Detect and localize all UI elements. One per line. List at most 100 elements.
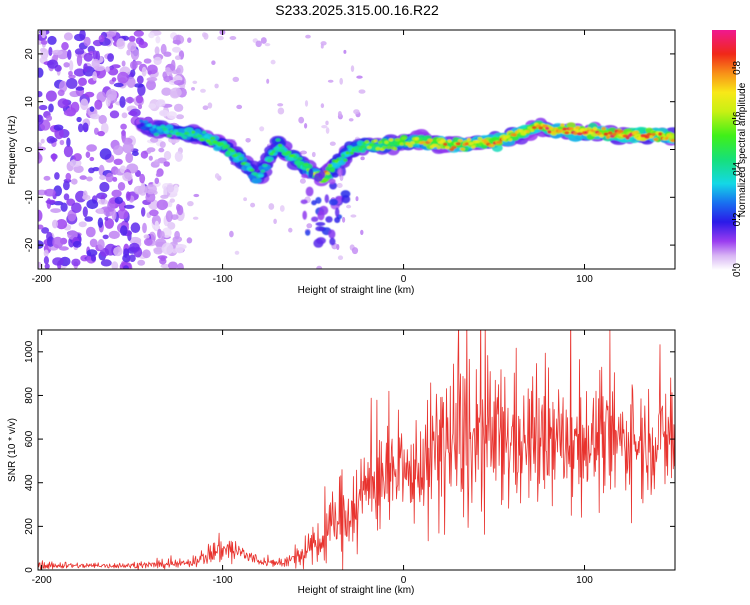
spectrogram-ridge-cell bbox=[279, 148, 285, 153]
spectrogram-noise-cell bbox=[145, 184, 157, 195]
spectrogram-noise-cell bbox=[122, 254, 131, 263]
spectrogram-noise-cell bbox=[143, 58, 152, 64]
spectrogram-noise-cell bbox=[360, 229, 364, 235]
spectrogram-noise-cell bbox=[68, 60, 74, 72]
spectrogram-ridge-cell bbox=[329, 169, 335, 173]
spectrogram-noise-cell bbox=[166, 111, 178, 119]
spectrogram-noise-cell bbox=[38, 209, 43, 222]
spectrogram-ridge-cell bbox=[366, 145, 372, 150]
spectrogram-noise-cell bbox=[360, 156, 365, 161]
spectrogram-ridge-cell bbox=[142, 120, 149, 124]
spectrogram-noise-cell bbox=[79, 175, 87, 180]
spectrogram-noise-cell bbox=[44, 263, 50, 269]
y-tick-label: 20 bbox=[24, 48, 35, 60]
colorbar-tick-label: 0.4 bbox=[732, 162, 743, 176]
spectrogram-noise-cell bbox=[154, 159, 161, 166]
spectrogram-ridge-cell bbox=[505, 134, 511, 139]
spectrogram-ridge-cell bbox=[249, 168, 255, 172]
spectrogram-noise-cell bbox=[174, 230, 181, 240]
spectrogram-ridge-cell bbox=[286, 150, 292, 154]
x-tick-label: 100 bbox=[576, 274, 593, 285]
spectrogram-noise-cell bbox=[41, 227, 50, 234]
spectrogram-ridge-cell bbox=[644, 135, 650, 139]
spectrogram-noise-cell bbox=[38, 67, 44, 78]
y-tick-label: 1000 bbox=[24, 340, 35, 363]
spectrogram-ridge-cell bbox=[173, 129, 179, 133]
spectrogram-ridge-cell bbox=[293, 155, 298, 160]
spectrogram-noise-cell bbox=[172, 69, 179, 75]
spectrogram-ridge-cell bbox=[311, 216, 319, 222]
y-tick-label: -20 bbox=[24, 237, 35, 252]
spectrogram-noise-cell bbox=[97, 199, 108, 205]
spectrogram-ridge-cell bbox=[301, 173, 309, 179]
spectrogram-ridge-cell bbox=[467, 137, 472, 142]
spectrogram-noise-cell bbox=[74, 48, 85, 55]
spectrogram-noise-cell bbox=[187, 37, 192, 43]
spectrogram-ridge-cell bbox=[573, 131, 578, 136]
spectrogram-noise-cell bbox=[203, 32, 209, 40]
spectrogram-noise-cell bbox=[38, 224, 44, 230]
spectrogram-noise-cell bbox=[260, 37, 267, 44]
snr-xlabel: Height of straight line (km) bbox=[298, 585, 415, 596]
spectrogram-ylabel: Frequency (Hz) bbox=[7, 116, 18, 185]
spectrogram-ridge-cell bbox=[165, 129, 170, 134]
spectrogram-noise-cell bbox=[346, 204, 352, 209]
spectrogram-noise-cell bbox=[54, 127, 64, 140]
spectrogram-noise-cell bbox=[148, 155, 153, 161]
spectrogram-ridge-cell bbox=[324, 194, 329, 204]
spectrogram-noise-cell bbox=[38, 114, 44, 125]
spectrogram-noise-cell bbox=[47, 35, 57, 45]
spectrogram-noise-cell bbox=[133, 83, 144, 88]
spectrogram-ridge-cell bbox=[311, 200, 317, 206]
spectrogram-noise-cell bbox=[153, 56, 162, 66]
spectrogram-noise-cell bbox=[38, 146, 46, 152]
spectrogram-ridge-cell bbox=[295, 160, 300, 165]
spectrogram-noise-cell bbox=[202, 105, 209, 110]
spectrogram-noise-cell bbox=[58, 246, 69, 251]
spectrogram-noise-cell bbox=[78, 123, 84, 133]
spectrogram-ridge-cell bbox=[373, 139, 378, 143]
spectrogram-noise-cell bbox=[142, 249, 151, 259]
spectrogram-noise-cell bbox=[38, 91, 43, 98]
spectrogram-noise-cell bbox=[138, 41, 148, 49]
spectrogram-noise-cell bbox=[143, 234, 150, 239]
spectrogram-noise-cell bbox=[99, 148, 112, 160]
spectrogram-ridge-cell bbox=[399, 142, 404, 146]
spectrogram-noise-cell bbox=[170, 59, 176, 72]
spectrogram-noise-cell bbox=[65, 172, 72, 181]
spectrogram-ridge-cell bbox=[576, 132, 583, 136]
spectrogram-ridge-cell bbox=[512, 133, 517, 137]
spectrogram-ridge-cell bbox=[444, 146, 450, 150]
x-tick-label: 0 bbox=[401, 575, 407, 586]
y-tick-label: 0 bbox=[24, 567, 35, 573]
spectrogram-noise-cell bbox=[153, 247, 163, 255]
spectrogram-ridge-cell bbox=[508, 138, 513, 142]
spectrogram-noise-cell bbox=[316, 265, 323, 269]
spectrogram-noise-cell bbox=[140, 150, 149, 159]
spectrogram-ridge-cell bbox=[313, 172, 323, 182]
spectrogram-noise-cell bbox=[264, 43, 271, 47]
spectrogram-noise-cell bbox=[143, 238, 153, 246]
spectrogram-ridge-cell bbox=[300, 199, 308, 205]
spectrogram-noise-cell bbox=[158, 147, 165, 153]
spectrogram-noise-cell bbox=[146, 79, 156, 91]
spectrogram-ridge-cell bbox=[440, 139, 446, 143]
spectrogram-noise-cell bbox=[214, 83, 219, 89]
spectrogram-noise-cell bbox=[155, 100, 166, 108]
spectrogram-noise-cell bbox=[38, 153, 43, 164]
spectrogram-noise-cell bbox=[72, 240, 82, 248]
spectrogram-noise-cell bbox=[57, 89, 65, 97]
spectrogram-noise-cell bbox=[68, 70, 73, 77]
spectrogram-ridge-cell bbox=[538, 126, 543, 130]
colorbar-ticks: 0.0 0.2 0.4 0.6 0.8 bbox=[732, 61, 743, 277]
y-tick-label: 0 bbox=[24, 146, 35, 152]
spectrogram-noise-cell bbox=[80, 98, 89, 111]
spectrogram-noise-cell bbox=[104, 218, 115, 229]
spectrogram-noise-cell bbox=[121, 60, 126, 67]
spectrogram-noise-cell bbox=[155, 172, 162, 177]
spectrogram-noise-cell bbox=[87, 45, 96, 54]
spectrogram-ridge-cell bbox=[225, 151, 231, 155]
spectrogram-ridge-cell bbox=[670, 138, 675, 143]
spectrogram-ridge-cell bbox=[669, 135, 673, 139]
spectrogram-ridge-cell bbox=[152, 125, 157, 129]
